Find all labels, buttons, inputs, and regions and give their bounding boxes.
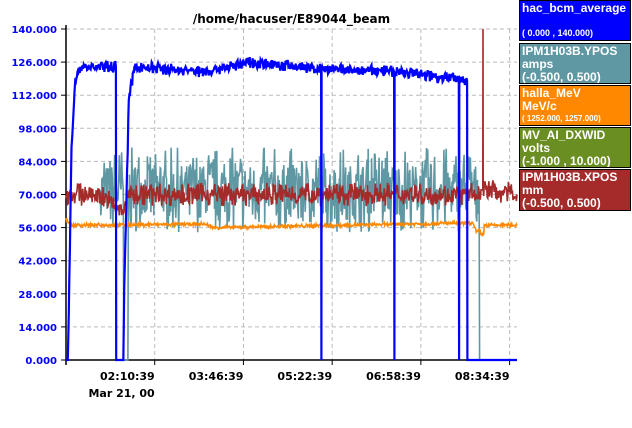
legend-item-hac-bcm-average[interactable]: hac_bcm_average ( 0.000 , 140.000) <box>519 0 631 41</box>
y-tick-label: 28.000 <box>18 290 57 301</box>
legend-name: MV_AI_DXWID <box>522 128 606 142</box>
y-tick-label: 0.000 <box>25 356 57 367</box>
legend-item-ipm1h03b-xpos[interactable]: IPM1H03B.XPOS mm (-0.500, 0.500) <box>519 169 631 211</box>
x-tick-label: 06:58:39 <box>366 370 421 383</box>
legend-range: (-0.500, 0.500) <box>522 70 601 84</box>
y-tick-label: 56.000 <box>18 224 57 235</box>
legend-item-mv-ai-dxwid[interactable]: MV_AI_DXWID volts (-1.000 , 10.000) <box>519 127 631 168</box>
legend-item-ipm1h03b-ypos[interactable]: IPM1H03B.YPOS amps (-0.500, 0.500) <box>519 43 631 84</box>
legend-unit: volts <box>522 141 551 155</box>
y-tick-label: 126.000 <box>11 58 57 69</box>
legend-name: IPM1H03B.XPOS <box>522 170 618 184</box>
legend-name: IPM1H03B.YPOS <box>522 44 618 58</box>
series-line-ipm1h03b-ypos <box>99 147 484 361</box>
legend-range: (-0.500, 0.500) <box>522 196 601 210</box>
legend-name: halla_MeV <box>522 86 581 100</box>
y-tick-label: 98.000 <box>18 124 57 135</box>
x-tick-label: 03:46:39 <box>189 370 244 383</box>
y-tick-label: 112.000 <box>11 91 57 102</box>
y-tick-label: 14.000 <box>18 323 57 334</box>
y-tick-label: 42.000 <box>18 257 57 268</box>
legend-range: ( 0.000 , 140.000) <box>522 28 594 38</box>
legend-range: (-1.000 , 10.000) <box>522 154 611 168</box>
series-line-ipm1h03b-xpos <box>65 28 518 216</box>
legend-unit: MeV/c <box>522 99 557 113</box>
legend-name: hac_bcm_average <box>522 1 627 15</box>
legend-unit: mm <box>522 183 544 197</box>
legend-item-halla-mev[interactable]: halla_MeV MeV/c ( 1252.000, 1257.000) <box>519 85 631 126</box>
y-tick-label: 84.000 <box>18 157 57 168</box>
date-label: Mar 21, 00 <box>88 387 155 400</box>
y-tick-label: 140.000 <box>11 25 57 36</box>
x-tick-label: 02:10:39 <box>100 370 155 383</box>
y-tick-label: 70.000 <box>18 191 57 202</box>
x-tick-label: 08:34:39 <box>455 370 510 383</box>
x-tick-label: 05:22:39 <box>277 370 332 383</box>
chart-title: /home/hacuser/E89044_beam <box>192 12 391 26</box>
series-line-hac-bcm-average <box>66 55 517 362</box>
legend-range: ( 1252.000, 1257.000) <box>522 114 601 123</box>
series-line-halla-mev <box>65 217 518 237</box>
legend-unit: amps <box>522 57 554 71</box>
